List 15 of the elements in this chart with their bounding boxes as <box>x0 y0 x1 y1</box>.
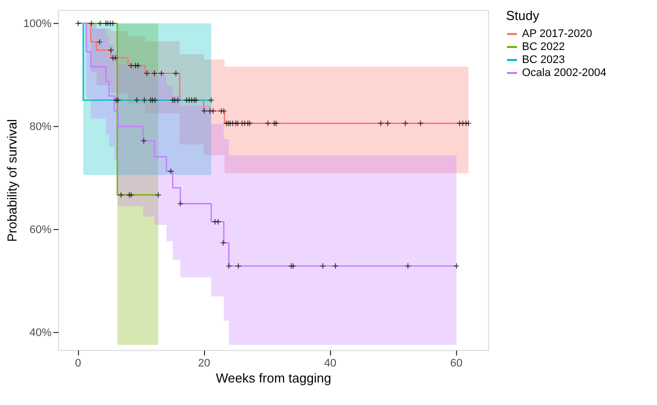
legend-label: AP 2017-2020 <box>522 28 592 40</box>
x-axis-title: Weeks from tagging <box>216 370 332 386</box>
y-tick-label: 100% <box>23 18 52 30</box>
y-tick-label: 40% <box>29 326 52 339</box>
y-tick-label: 80% <box>29 120 52 133</box>
legend-title: Study <box>506 8 540 23</box>
x-tick-label: 40 <box>324 358 336 370</box>
x-tick-label: 0 <box>74 358 82 370</box>
legend-label: Ocala 2002-2004 <box>522 67 606 79</box>
legend-label: BC 2023 <box>522 54 565 66</box>
y-tick-label: 60% <box>29 224 52 236</box>
x-tick-label: 60 <box>450 358 462 370</box>
y-axis-title: Probability of survival <box>4 118 20 242</box>
x-tick-label: 20 <box>198 358 210 370</box>
legend-label: BC 2022 <box>522 41 565 53</box>
